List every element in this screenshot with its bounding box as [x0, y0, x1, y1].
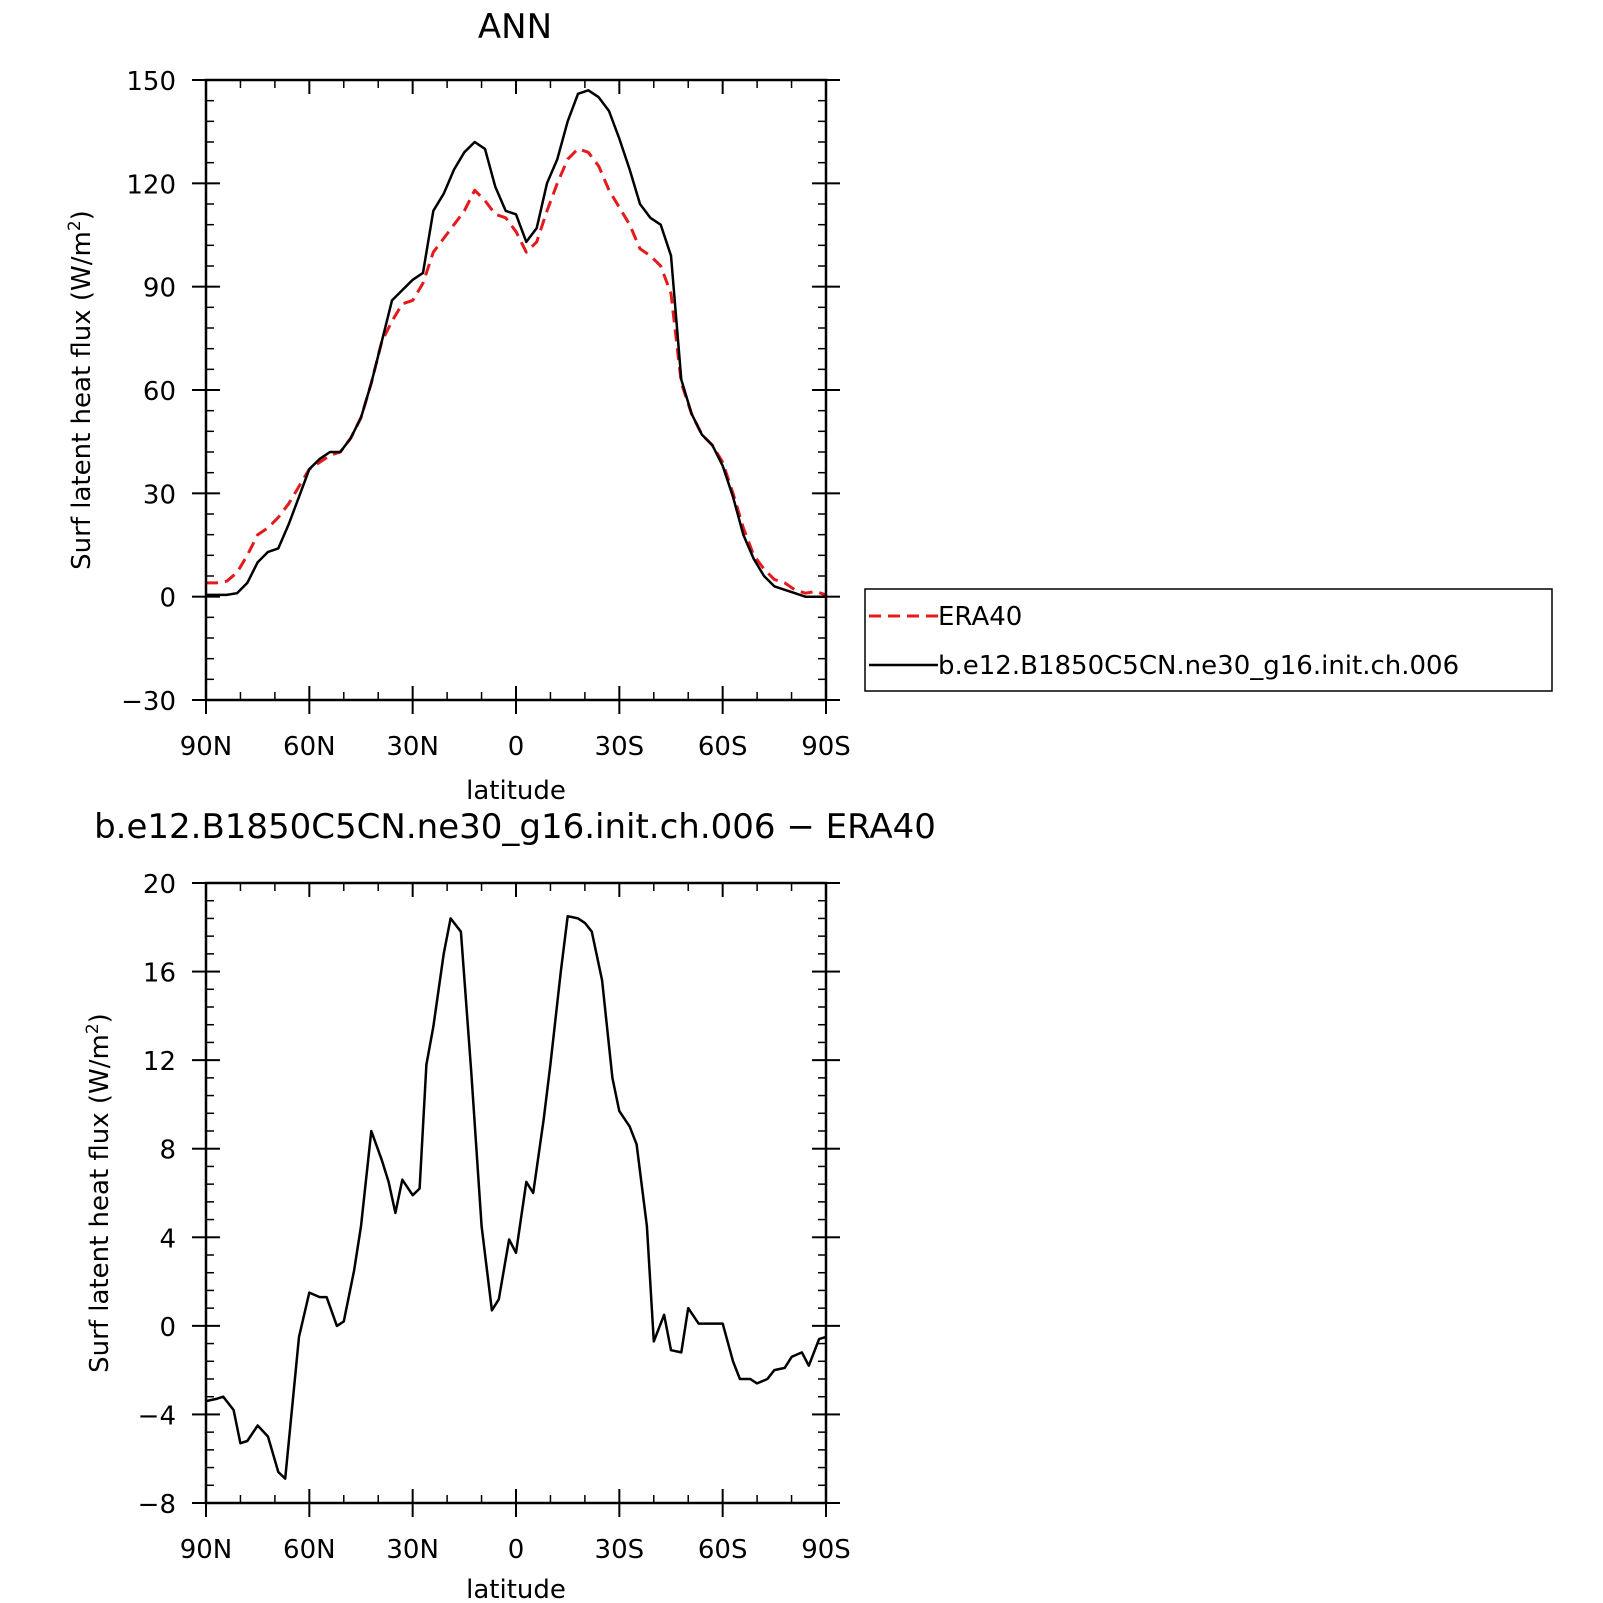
x-tick-label: 0 [508, 1535, 525, 1565]
x-tick-label: 60N [283, 1535, 336, 1565]
ticks: 90N 60N 30N 0 30S 60S 90S −8 −4 0 4 8 12 16 20 [138, 870, 851, 1565]
panel-annual-latent-heat-flux: ANN 90N 60N 30N 0 30S 60S 90S−300306090120150 … [65, 7, 1553, 806]
x-tick-label: 60N [283, 732, 336, 762]
x-tick-label: 0 [508, 732, 525, 762]
legend-box [864, 588, 1553, 692]
x-tick-label: 30N [386, 1535, 439, 1565]
x-tick-label: 60S [698, 732, 748, 762]
y-axis-label: Surf latent heat flux (W/m2) [83, 1013, 115, 1373]
series-line-model [206, 89, 826, 598]
x-tick-label: 90S [801, 1535, 851, 1565]
x-tick-label: 90S [801, 732, 851, 762]
y-tick-label: 150 [126, 67, 176, 97]
x-tick-label: 30N [386, 732, 439, 762]
plot-area [205, 914, 827, 1480]
y-axis-label-close: ) [85, 1013, 115, 1023]
x-tick-label: 90N [180, 1535, 233, 1565]
x-tick-label: 90N [180, 732, 233, 762]
x-tick-label: 30S [595, 732, 645, 762]
series-line-difference [205, 914, 827, 1480]
y-tick-label: 0 [159, 1313, 176, 1343]
panel-difference: b.e12.B1850C5CN.ne30_g16.init.ch.006 − E… [83, 807, 936, 1603]
y-tick-label: −4 [138, 1401, 176, 1431]
y-axis-label-main: Surf latent heat flux (W/m [85, 1034, 115, 1373]
chart-title: ANN [478, 7, 552, 47]
plot-frame [204, 881, 828, 1505]
legend-label-model: b.e12.B1850C5CN.ne30_g16.init.ch.006 [938, 651, 1459, 681]
ticks: 90N 60N 30N 0 30S 60S 90S −30 0 30 60 90 120 150 [121, 67, 851, 762]
y-tick-label: 12 [143, 1047, 176, 1077]
plot-area [206, 89, 827, 598]
y-tick-label: 60 [143, 377, 176, 407]
y-tick-label: 4 [159, 1224, 176, 1254]
y-tick-label: −30 [121, 687, 176, 717]
legend: ERA40 b.e12.B1850C5CN.ne30_g16.init.ch.0… [864, 588, 1553, 692]
x-tick-label: 60S [698, 1535, 748, 1565]
chart-title: b.e12.B1850C5CN.ne30_g16.init.ch.006 − E… [94, 807, 936, 847]
x-axis-label: latitude [466, 1575, 566, 1603]
legend-label-era40: ERA40 [938, 602, 1022, 632]
y-axis-label-sup: 2 [65, 220, 85, 231]
y-tick-label: 0 [159, 584, 176, 614]
y-tick-label: 8 [159, 1136, 176, 1166]
y-tick-label: 120 [126, 170, 176, 200]
y-tick-label: −8 [138, 1490, 176, 1520]
y-tick-label: 90 [143, 274, 176, 304]
y-axis-label: Surf latent heat flux (W/m2) [65, 210, 97, 570]
y-tick-label: 30 [143, 480, 176, 510]
y-axis-label-close: ) [67, 210, 97, 220]
plot-frame [204, 78, 828, 702]
x-tick-label: 30S [595, 1535, 645, 1565]
y-tick-label: 16 [143, 959, 176, 989]
y-axis-label-main: Surf latent heat flux (W/m [67, 231, 97, 570]
y-axis-label-sup: 2 [83, 1023, 103, 1034]
x-axis-label: latitude [466, 776, 566, 806]
y-tick-label: 20 [143, 870, 176, 900]
